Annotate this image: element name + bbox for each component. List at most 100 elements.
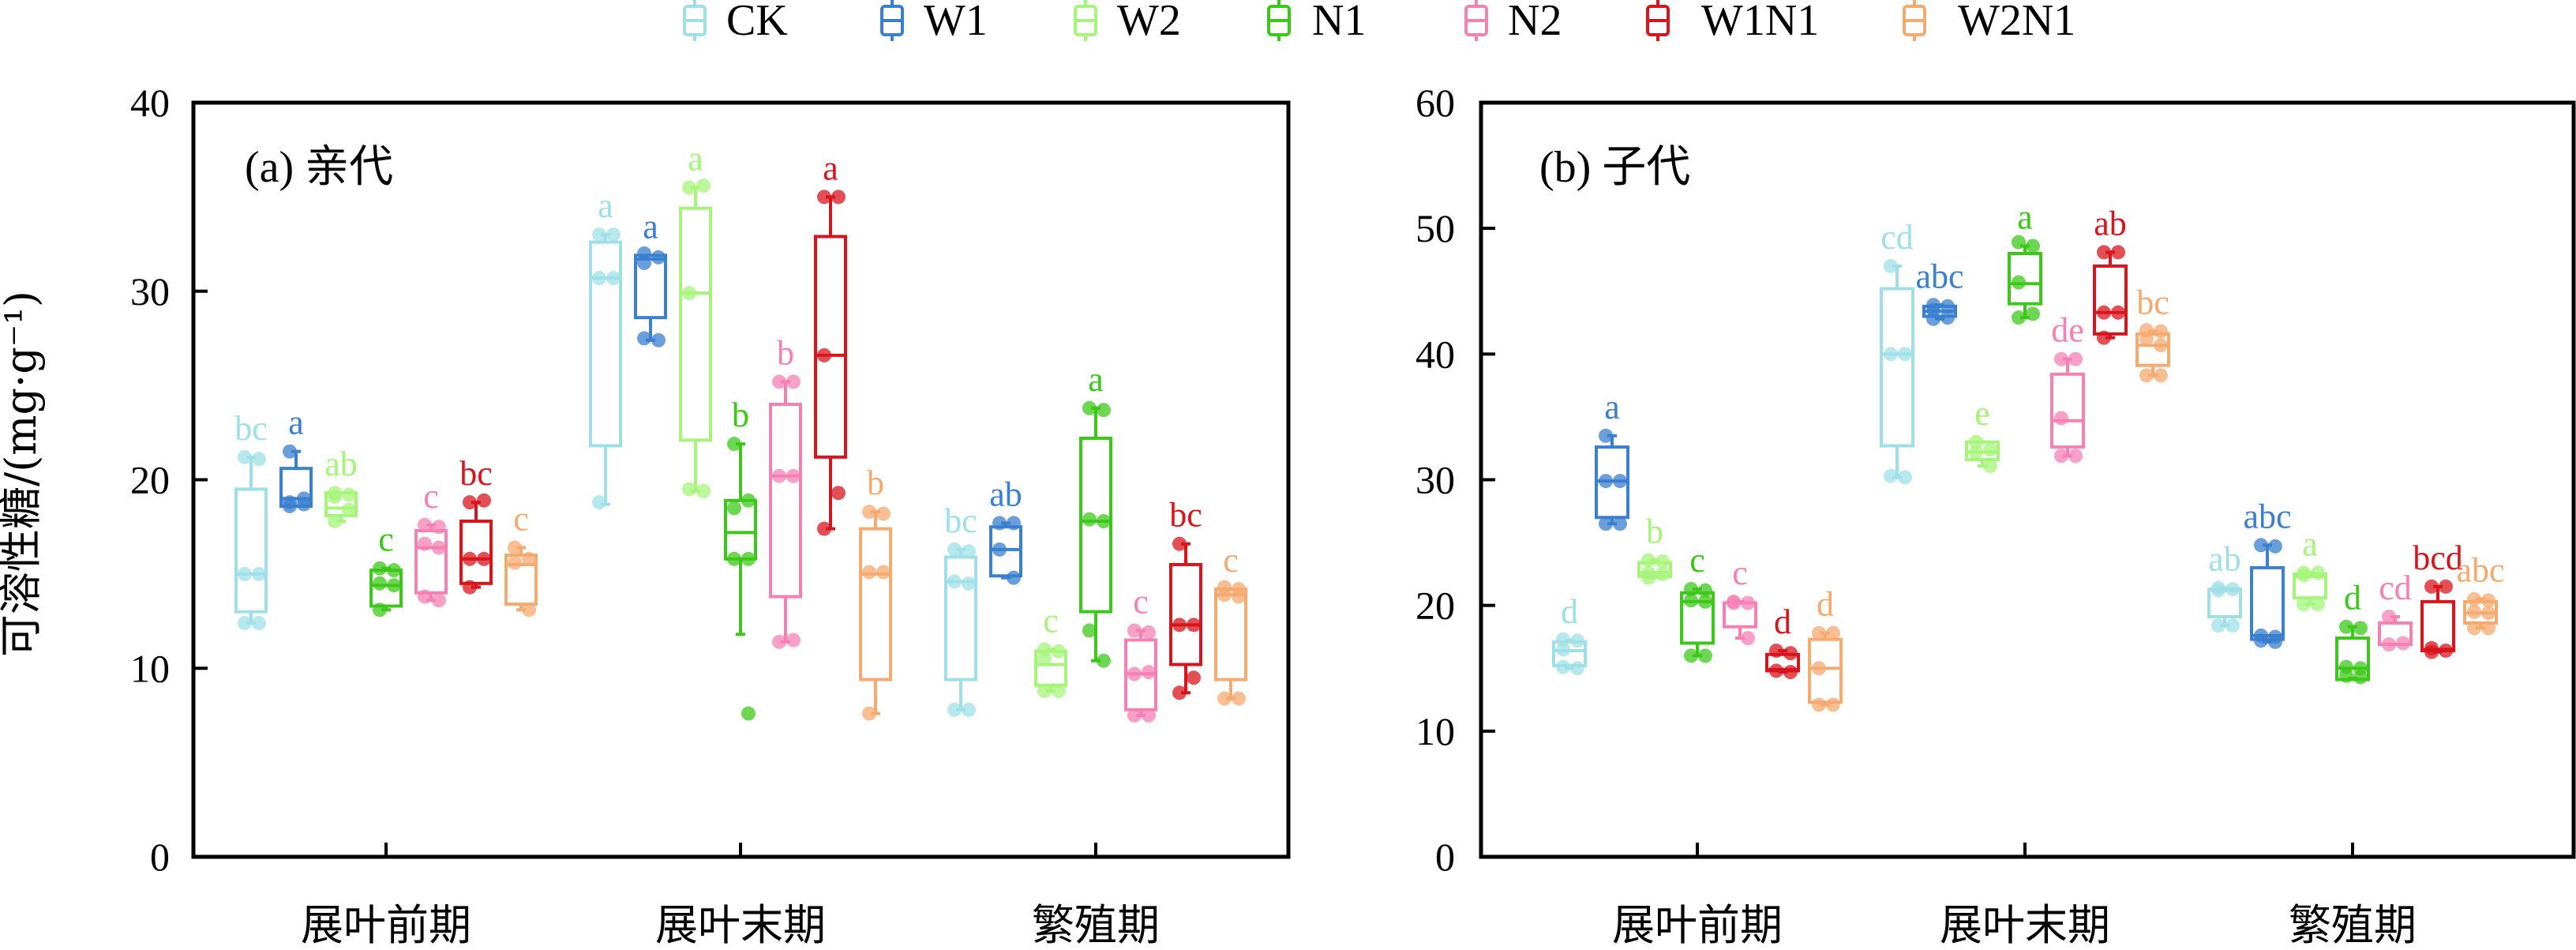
data-point (741, 706, 756, 721)
box (769, 403, 802, 599)
significance-letter: de (2051, 311, 2084, 350)
y-tick-label: 0 (1435, 835, 1455, 879)
data-point (2154, 324, 2168, 339)
significance-letter: a (2017, 197, 2033, 236)
data-point (1217, 691, 1232, 706)
box-W1: abc (2243, 497, 2292, 649)
data-point (862, 706, 876, 721)
data-point (2268, 539, 2282, 554)
data-point (606, 227, 621, 242)
data-point (1599, 516, 1613, 531)
legend-label: W1 (924, 0, 988, 45)
box-CK: bc (944, 501, 977, 717)
data-point (947, 574, 962, 589)
data-point (1052, 683, 1066, 698)
data-point (2097, 305, 2111, 320)
box-W2: b (1637, 512, 1672, 585)
data-point (2339, 668, 2353, 683)
data-point (741, 493, 756, 508)
legend-label: W1N1 (1701, 0, 1819, 45)
box-W1: a (279, 404, 313, 513)
box (1680, 591, 1715, 645)
data-point (252, 452, 266, 467)
significance-letter: d (2344, 579, 2361, 618)
box-N2: c (1723, 554, 1757, 646)
data-point (1052, 644, 1066, 659)
data-point (1641, 570, 1655, 585)
box-W2N1: d (1808, 585, 1843, 712)
x-tick-label: 展叶末期 (655, 900, 826, 950)
data-point (1556, 642, 1570, 657)
data-point (696, 178, 711, 193)
significance-letter: ab (989, 475, 1022, 513)
data-point (1599, 428, 1613, 443)
data-point (1884, 258, 1898, 273)
panel-a-title: (a) 亲代 (245, 143, 393, 192)
significance-letter: a (688, 139, 703, 178)
data-point (1097, 653, 1111, 668)
data-point (2225, 618, 2240, 633)
data-point (463, 551, 477, 566)
box (504, 554, 538, 606)
data-point (2439, 579, 2453, 594)
data-point (772, 634, 786, 649)
data-point (387, 563, 401, 578)
significance-letter: d (1817, 585, 1834, 624)
data-point (2424, 644, 2439, 659)
data-point (418, 589, 432, 604)
data-point (2467, 604, 2481, 619)
box (2335, 636, 2370, 682)
significance-letter: c (423, 477, 439, 516)
data-point (2111, 245, 2125, 260)
data-point (2254, 538, 2268, 553)
box (2135, 332, 2170, 367)
significance-letter: a (598, 186, 613, 225)
data-point (418, 536, 432, 551)
box-CK: a (589, 186, 622, 510)
box-W2N1: b (859, 464, 892, 721)
box (589, 240, 622, 448)
box-N2: c (1124, 583, 1157, 723)
y-tick-label: 10 (1415, 709, 1455, 753)
data-point (1741, 595, 1755, 610)
significance-letter: bcd (2413, 539, 2463, 577)
x-tick-label: 繁殖期 (1032, 900, 1160, 950)
box-N1: c (1680, 541, 1715, 663)
data-point (1172, 618, 1187, 633)
box-W1: a (1595, 388, 1629, 531)
data-point (2339, 619, 2353, 634)
data-point (727, 437, 741, 452)
data-point (651, 250, 666, 265)
data-point (1142, 625, 1156, 640)
data-point (1613, 516, 1627, 531)
significance-letter: e (1974, 394, 1990, 433)
significance-letter: c (1043, 601, 1059, 640)
data-point (817, 347, 831, 362)
data-point (2111, 305, 2125, 320)
data-point (786, 374, 801, 389)
box (234, 487, 268, 614)
significance-letter: c (1133, 583, 1149, 621)
y-tick-label: 40 (130, 81, 170, 125)
data-point (2012, 275, 2026, 290)
data-point (862, 565, 876, 580)
significance-letter: abc (1915, 257, 1963, 295)
box-N2: c (414, 477, 448, 608)
box-CK: ab (2207, 539, 2242, 633)
data-point (831, 190, 846, 205)
significance-letter: c (1732, 554, 1748, 592)
data-point (1884, 468, 1898, 483)
data-point (682, 482, 696, 497)
data-point (682, 286, 696, 301)
legend-label: N2 (1508, 0, 1562, 45)
data-point (342, 502, 356, 517)
data-point (1082, 623, 1097, 638)
data-point (1097, 403, 1111, 418)
data-point (1812, 625, 1826, 640)
box (859, 527, 892, 682)
data-point (651, 332, 666, 347)
data-point (373, 603, 387, 618)
panel-b-title: (b) 子代 (1539, 143, 1690, 192)
box-W1: ab (989, 475, 1022, 585)
data-point (1037, 683, 1052, 698)
